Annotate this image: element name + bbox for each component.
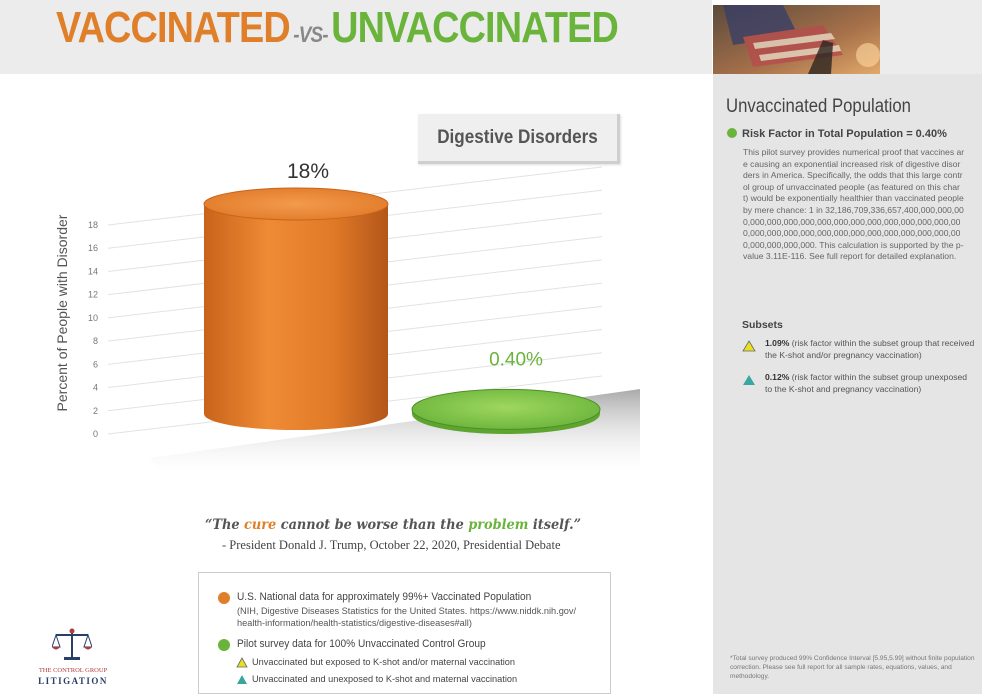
legend-vaccinated-source-2: health-information/health-statistics/dig… [237, 618, 472, 628]
logo-line1: THE CONTROL GROUP [38, 667, 108, 674]
legend-unvaccinated-label: Pilot survey data for 100% Unvaccinated … [237, 638, 486, 650]
legend-vaccinated-source-1: (NIH, Digestive Diseases Statistics for … [237, 606, 577, 616]
y-tick-label: 6 [93, 359, 98, 369]
chart-title: Digestive Disorders [437, 127, 598, 148]
header-band: VACCINATED -VS-UNVACCINATED [0, 0, 712, 74]
legend-subset2-triangle-icon [237, 675, 247, 684]
y-tick-label: 12 [88, 290, 98, 300]
yellow-triangle-icon [742, 340, 756, 352]
bar-top [203, 187, 389, 221]
title-unvaccinated: UNVACCINATED [331, 3, 619, 52]
bar-body [204, 204, 388, 430]
bar-vaccinated [203, 187, 389, 430]
y-tick-label: 18 [88, 220, 98, 230]
bar-data-label: 18% [287, 160, 329, 183]
sidebar-subset1-desc: (risk factor within the subset group tha… [765, 338, 975, 360]
quote-cure: cure [244, 517, 277, 533]
sidebar-title: Unvaccinated Population [726, 96, 911, 117]
sidebar-subset2-text: 0.12% (risk factor within the subset gro… [765, 372, 975, 395]
scales-of-justice-icon [52, 628, 92, 660]
y-tick-label: 0 [93, 429, 98, 439]
legend-subset2-label: Unvaccinated and unexposed to K-shot and… [252, 674, 518, 684]
header-right-strip [880, 0, 982, 74]
sidebar-body: This pilot survey provides numerical pro… [743, 147, 965, 262]
control-group-litigation-logo: THE CONTROL GROUP LITIGATION [22, 625, 122, 690]
y-tick-label: 2 [93, 406, 98, 416]
y-tick-label: 8 [93, 336, 98, 346]
legend-vaccinated-marker [218, 592, 230, 604]
bar-unvaccinated [411, 388, 601, 434]
quote-mid: cannot be worse than the [276, 517, 469, 533]
chart-title-box: Digestive Disorders [418, 114, 620, 164]
legend-vaccinated-label: U.S. National data for approximately 99%… [237, 591, 532, 603]
page-title: VACCINATED -VS-UNVACCINATED [56, 2, 619, 61]
sidebar-subsets-heading: Subsets [742, 319, 783, 331]
teal-triangle-icon [743, 375, 755, 385]
legend-subset1-label: Unvaccinated but exposed to K-shot and/o… [252, 657, 516, 667]
green-dot-icon [727, 128, 737, 138]
quote-close: itself.” [528, 517, 582, 533]
sidebar-risk-text: Risk Factor in Total Population = 0.40% [742, 128, 947, 140]
chart-legend: U.S. National data for approximately 99%… [198, 572, 611, 694]
sidebar-subset2-value: 0.12% [765, 372, 790, 382]
y-tick-label: 10 [88, 313, 98, 323]
logo-line2: LITIGATION [38, 676, 108, 686]
sidebar-panel: Unvaccinated Population Risk Factor in T… [713, 74, 982, 694]
legend-subset1-triangle-icon [236, 657, 248, 668]
title-vaccinated: VACCINATED [56, 3, 291, 52]
sidebar-subset1-value: 1.09% [765, 338, 790, 348]
sidebar-risk-factor: Risk Factor in Total Population = 0.40% [727, 128, 947, 140]
y-tick-label: 4 [93, 383, 98, 393]
quote-open: “The [205, 517, 245, 533]
trump-quote: “The cure cannot be worse than the probl… [205, 517, 581, 533]
sidebar-subset2-desc: (risk factor within the subset group une… [765, 372, 968, 394]
y-tick-label: 16 [88, 243, 98, 253]
chart: 0 2 4 6 8 10 12 14 16 18 18% 0.40% [88, 160, 640, 479]
legend-unvaccinated-marker [218, 639, 230, 651]
quote-attribution: - President Donald J. Trump, October 22,… [222, 538, 561, 552]
bar-top [411, 388, 601, 430]
sidebar-footnote: *Total survey produced 99% Confidence In… [730, 655, 975, 680]
sidebar-subset1-text: 1.09% (risk factor within the subset gro… [765, 338, 975, 361]
flag-photo [713, 5, 880, 74]
title-vs: -VS- [293, 22, 328, 47]
y-tick-label: 14 [88, 266, 98, 276]
quote-problem: problem [468, 517, 529, 533]
bar-data-label: 0.40% [489, 349, 543, 370]
